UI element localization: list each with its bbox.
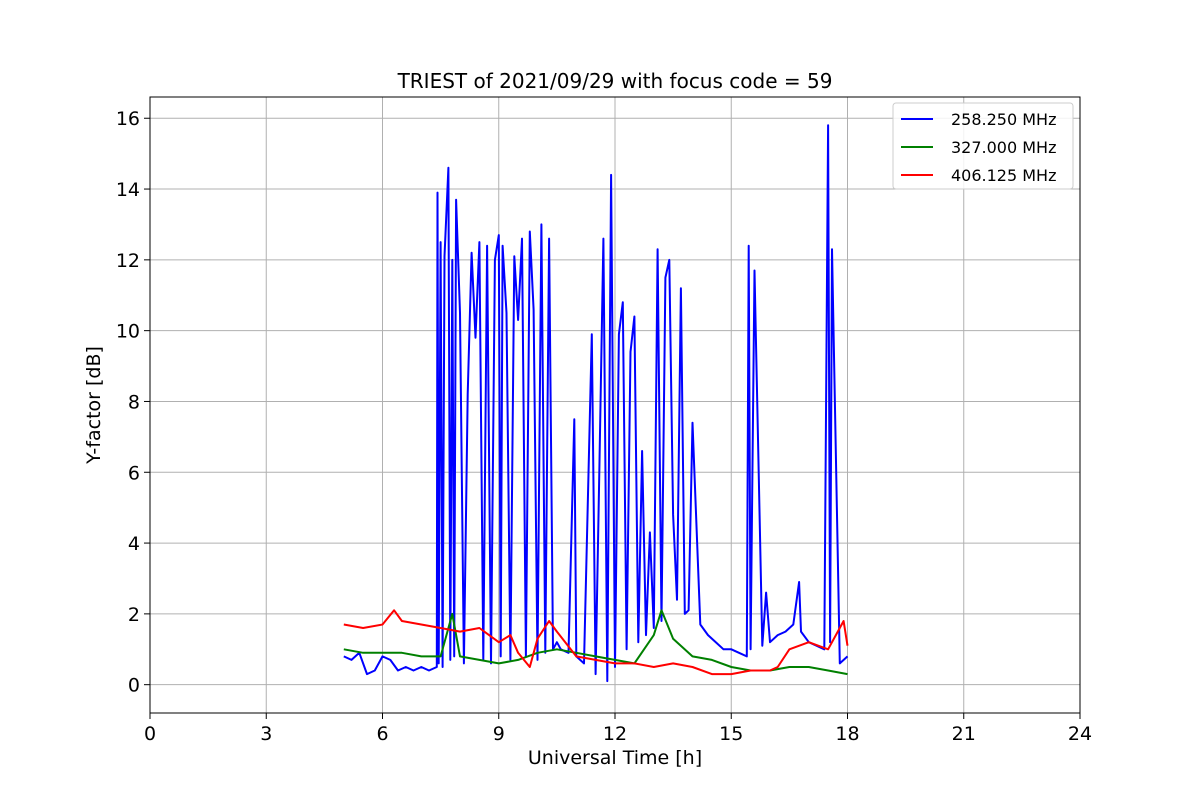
legend-entry-label: 258.250 MHz [951,110,1056,129]
x-tick-label: 21 [952,723,976,745]
y-tick-label: 8 [128,391,140,413]
y-axis-label: Y-factor [dB] [83,346,105,465]
x-tick-label: 3 [260,723,272,745]
x-tick-label: 24 [1068,723,1092,745]
x-tick-label: 15 [719,723,743,745]
y-tick-label: 2 [128,604,140,626]
legend: 258.250 MHz 327.000 MHz 406.125 MHz [892,102,1074,190]
y-tick-label: 14 [116,179,140,201]
x-tick-label: 18 [835,723,859,745]
legend-entry-label: 327.000 MHz [951,138,1056,157]
series-line-3 [343,609,849,676]
y-tick-label: 0 [128,675,140,697]
x-tick-label: 12 [603,723,627,745]
series-line-1 [343,124,849,683]
y-tick-label: 12 [116,250,140,272]
x-tick-label: 6 [376,723,388,745]
chart-title: TRIEST of 2021/09/29 with focus code = 5… [397,69,833,93]
legend-entry-label: 406.125 MHz [951,166,1056,185]
y-tick-label: 16 [116,108,140,130]
series-layer [343,124,849,683]
y-tick-label: 6 [128,462,140,484]
y-tick-label: 4 [128,533,140,555]
x-tick-label: 0 [144,723,156,745]
y-tick-label: 10 [116,321,140,343]
x-axis-label: Universal Time [h] [528,747,702,769]
x-tick-label: 9 [493,723,505,745]
legend-box [892,102,1074,190]
